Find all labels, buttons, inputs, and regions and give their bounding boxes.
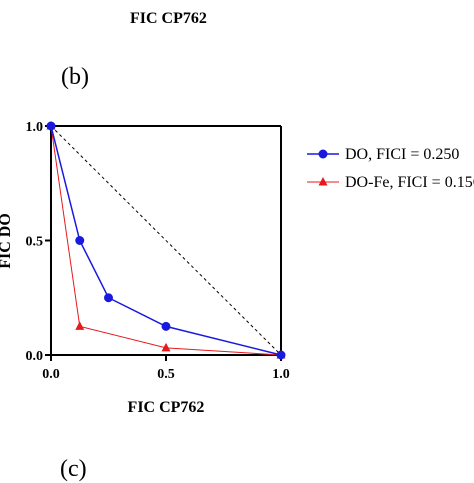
legend-marker-1 <box>318 177 328 186</box>
y-tick-label: 0.5 <box>26 235 44 250</box>
x-tick-label: 0.5 <box>157 367 175 382</box>
y-tick-label: 1.0 <box>26 120 44 135</box>
additivity-reference-line <box>50 125 282 356</box>
y-axis-title: FIC DO <box>0 213 14 269</box>
legend-label-0: DO, FICI = 0.250 <box>345 146 459 163</box>
data-point <box>75 236 85 245</box>
previous-panel-x-axis-label: FIC CP762 <box>130 10 207 27</box>
legend-label-1: DO-Fe, FICI = 0.156 <box>345 174 474 191</box>
legend-marker-0 <box>318 149 328 159</box>
panel-label-b: (b) <box>61 64 89 90</box>
data-point <box>161 342 171 352</box>
data-point <box>75 321 85 330</box>
x-tick-label: 1.0 <box>272 367 290 382</box>
data-point <box>161 321 171 331</box>
x-tick-label: 0.0 <box>42 367 60 382</box>
data-point <box>276 350 286 360</box>
series-line-1 <box>50 125 282 356</box>
x-axis-title: FIC CP762 <box>128 399 205 416</box>
data-point <box>46 121 56 131</box>
y-tick-label: 0.0 <box>26 349 44 364</box>
data-point <box>104 293 113 303</box>
